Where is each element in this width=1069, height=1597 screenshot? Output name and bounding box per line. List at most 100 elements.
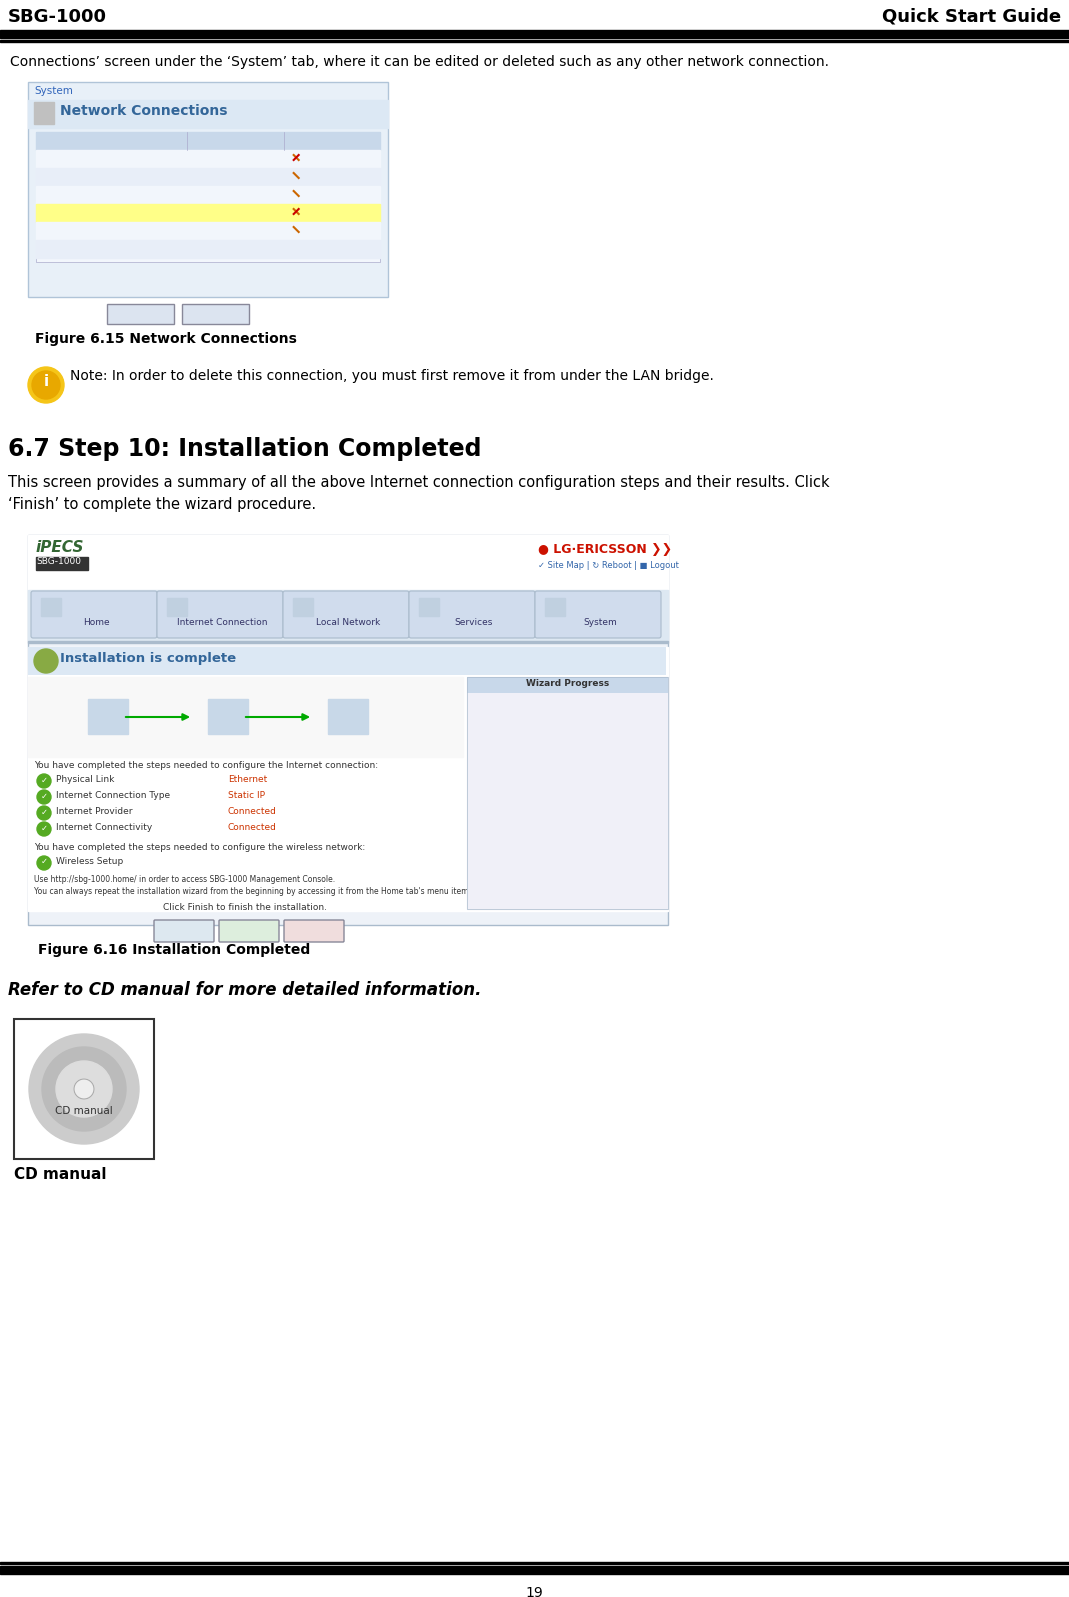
Text: 6.7 Step 10: Installation Completed: 6.7 Step 10: Installation Completed — [7, 438, 481, 462]
Circle shape — [56, 1060, 112, 1116]
Text: ✓: ✓ — [41, 858, 47, 866]
Circle shape — [34, 648, 58, 672]
Text: ✖ Exit: ✖ Exit — [300, 925, 328, 933]
Text: LAN Wireless 802.11g Access Point 2: LAN Wireless 802.11g Access Point 2 — [40, 206, 218, 216]
Text: Connections’ screen under the ‘System’ tab, where it can be edited or deleted su: Connections’ screen under the ‘System’ t… — [10, 54, 828, 69]
Circle shape — [32, 371, 60, 399]
Text: Note: In order to delete this connection, you must first remove it from under th: Note: In order to delete this connection… — [69, 369, 714, 383]
FancyBboxPatch shape — [154, 920, 214, 942]
Text: Test Connection to the Internet Service Provider: Test Connection to the Internet Service … — [472, 762, 662, 770]
Text: LAN Wireless 802.11g Access Point: LAN Wireless 802.11g Access Point — [40, 188, 210, 196]
Text: Figure 6.16 Installation Completed: Figure 6.16 Installation Completed — [38, 942, 310, 957]
Bar — [34, 102, 55, 125]
Text: Ethernet: Ethernet — [228, 775, 267, 784]
Text: Connected: Connected — [191, 188, 241, 196]
FancyBboxPatch shape — [409, 591, 534, 637]
Text: Wizard Progress: Wizard Progress — [526, 679, 609, 688]
Text: Quick Setup: Quick Setup — [110, 307, 170, 316]
Text: System: System — [34, 86, 73, 96]
Text: WAN Ethernet: WAN Ethernet — [40, 224, 109, 233]
Text: Internet Connection: Internet Connection — [176, 618, 267, 628]
Text: 19: 19 — [526, 1586, 543, 1597]
Text: Services: Services — [454, 618, 493, 628]
FancyBboxPatch shape — [36, 133, 379, 262]
Bar — [28, 589, 668, 640]
Text: Installation is complete: Installation is complete — [60, 652, 236, 664]
Text: ✓: ✓ — [41, 792, 47, 802]
FancyBboxPatch shape — [28, 647, 666, 676]
Text: 2 Ports Connected: 2 Ports Connected — [191, 169, 274, 179]
Text: Set up an Internet Connection: Set up an Internet Connection — [472, 744, 593, 754]
Text: Local Network: Local Network — [315, 618, 381, 628]
Text: Static IP: Static IP — [228, 791, 265, 800]
Bar — [167, 597, 187, 616]
Bar — [28, 101, 388, 128]
Text: Status: Status — [220, 134, 251, 144]
Text: Login Setup: Login Setup — [472, 696, 523, 706]
FancyBboxPatch shape — [534, 591, 661, 637]
Circle shape — [37, 791, 51, 803]
FancyBboxPatch shape — [107, 303, 174, 324]
Text: Connected: Connected — [191, 152, 241, 161]
Text: Status: Status — [200, 307, 231, 316]
Text: +: + — [292, 243, 304, 256]
Bar — [293, 597, 313, 616]
Circle shape — [42, 1048, 126, 1131]
Text: SBG-1000: SBG-1000 — [7, 8, 107, 26]
Text: Local Network: Local Network — [78, 687, 138, 696]
Text: Refer to CD manual for more detailed information.: Refer to CD manual for more detailed inf… — [7, 981, 481, 1000]
Circle shape — [28, 367, 64, 402]
Text: Connected: Connected — [228, 822, 277, 832]
Text: ◄ Back: ◄ Back — [168, 925, 200, 933]
Bar — [28, 640, 668, 644]
FancyBboxPatch shape — [219, 920, 279, 942]
Text: Connected: Connected — [191, 206, 241, 216]
Bar — [36, 240, 379, 259]
Text: You have completed the steps needed to configure the Internet connection:: You have completed the steps needed to c… — [34, 762, 378, 770]
Text: Internet Connection Type: Internet Connection Type — [56, 791, 170, 800]
Text: You have completed the steps needed to configure the wireless network:: You have completed the steps needed to c… — [34, 843, 366, 853]
Text: Click Finish to finish the installation.: Click Finish to finish the installation. — [162, 902, 327, 912]
Bar — [419, 597, 439, 616]
FancyBboxPatch shape — [283, 591, 409, 637]
Text: Connected: Connected — [191, 224, 241, 233]
Text: New Connection: New Connection — [40, 243, 120, 251]
Bar — [41, 597, 61, 616]
Text: i: i — [44, 374, 48, 390]
Circle shape — [74, 1080, 94, 1099]
Text: CD manual: CD manual — [14, 1167, 107, 1182]
Text: Internet Connection: Internet Connection — [306, 687, 390, 696]
Circle shape — [29, 1033, 139, 1143]
Bar — [36, 150, 379, 168]
Bar — [28, 535, 668, 589]
Text: ● LG·ERICSSON ❯❯: ● LG·ERICSSON ❯❯ — [538, 543, 672, 556]
Bar — [28, 677, 463, 757]
Text: Physical Link: Physical Link — [56, 775, 114, 784]
FancyBboxPatch shape — [182, 303, 249, 324]
Text: Wireless Setup: Wireless Setup — [56, 858, 123, 866]
Bar — [36, 185, 379, 204]
Text: LAN Bridge: LAN Bridge — [40, 152, 96, 161]
FancyBboxPatch shape — [14, 1019, 154, 1159]
Text: ● Finish: ● Finish — [231, 925, 267, 933]
Text: Internet Provider: Internet Provider — [56, 806, 133, 816]
FancyBboxPatch shape — [31, 591, 157, 637]
Bar — [88, 699, 128, 735]
Text: System: System — [583, 618, 617, 628]
Text: Name: Name — [97, 134, 126, 144]
Text: ‘Finish’ to complete the wizard procedure.: ‘Finish’ to complete the wizard procedur… — [7, 497, 316, 513]
Bar — [36, 204, 379, 222]
Bar — [0, 30, 1069, 38]
Text: SBG-1000: SBG-1000 — [36, 557, 81, 565]
Text: LAN Hardware Ethernet Switch: LAN Hardware Ethernet Switch — [40, 169, 191, 179]
FancyBboxPatch shape — [157, 591, 283, 637]
Bar — [28, 647, 668, 910]
Bar — [36, 557, 88, 570]
Text: ✓: ✓ — [41, 808, 47, 818]
Text: Use http://sbg-1000.home/ in order to access SBG-1000 Management Console.: Use http://sbg-1000.home/ in order to ac… — [34, 875, 335, 885]
Text: CD manual: CD manual — [56, 1105, 113, 1116]
Bar — [467, 677, 668, 909]
Text: Test the Ethernet Link: Test the Ethernet Link — [472, 712, 561, 722]
Text: Wireless Setup: Wireless Setup — [472, 794, 534, 802]
Bar — [0, 1567, 1069, 1575]
